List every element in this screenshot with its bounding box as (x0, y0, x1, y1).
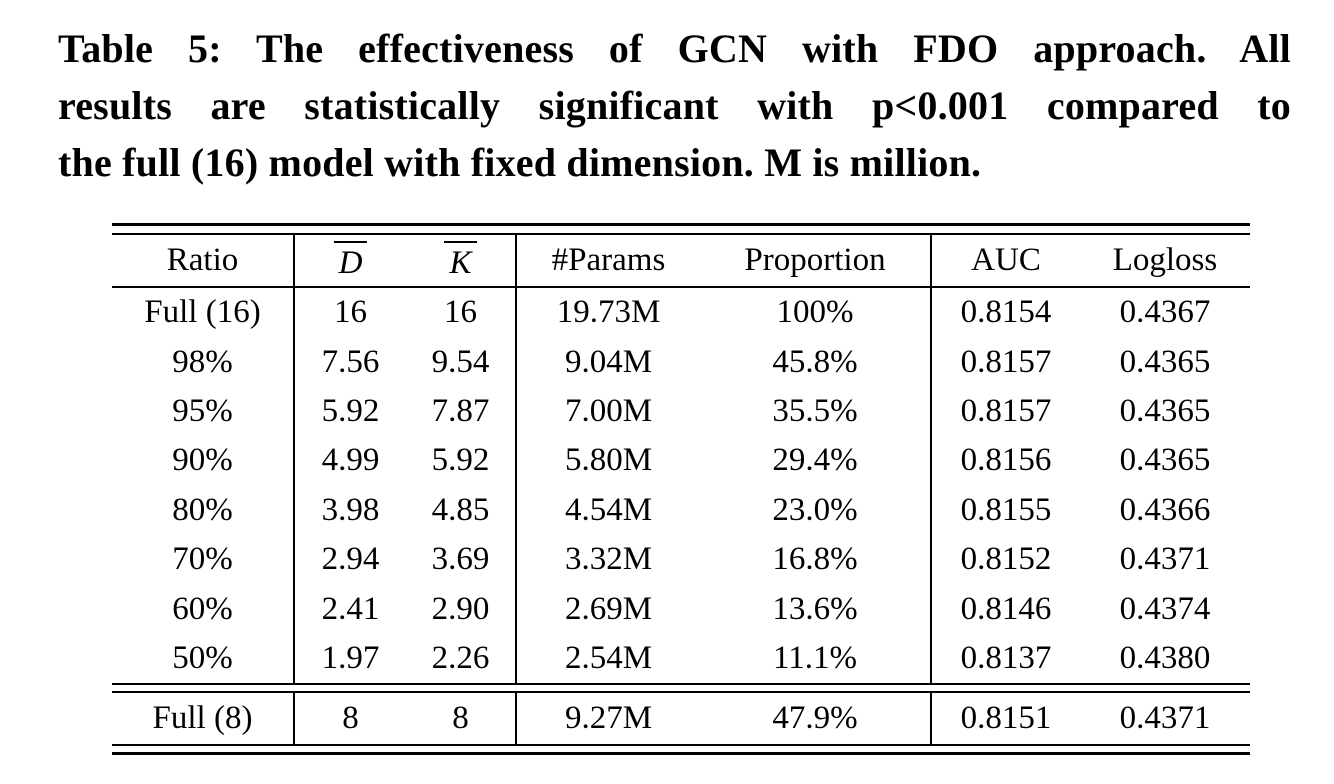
cell-auc: 0.8146 (960, 590, 1052, 627)
cell-auc: 0.8157 (960, 392, 1052, 429)
cell-params: 2.69M (564, 590, 653, 627)
cell-ratio: 80% (112, 485, 295, 535)
header-ratio: Ratio (112, 235, 295, 286)
cell-ratio: 90% (112, 436, 295, 486)
caption-line-1: Table 5: The effectiveness of GCN with F… (58, 26, 1291, 71)
cell-params: 4.54M (564, 491, 653, 528)
header-proportion: Proportion (700, 235, 932, 286)
cell-logloss: 0.4365 (1119, 392, 1211, 429)
math-overline-d_bar: D (333, 240, 368, 281)
header-d_bar: D (295, 235, 406, 286)
header-k_bar: K (406, 235, 517, 286)
cell-auc: 0.8152 (960, 541, 1052, 578)
results-table: Ratio D K #Params Proportion AUC Logloss Full … (112, 223, 1250, 756)
cell-logloss: 0.4367 (1119, 294, 1211, 331)
header-logloss: Logloss (1112, 242, 1218, 278)
cell-params: 19.73M (556, 294, 661, 331)
table-body: Full (16) 16 16 19.73M 100% 0.8154 0.4367 98% 7.… (112, 288, 1250, 686)
cell-logloss: 0.4365 (1119, 343, 1211, 380)
cell-d_bar: 2.41 (321, 590, 380, 627)
header-auc: AUC (971, 242, 1041, 278)
table-footer-row: Full (8) 8 8 9.27M 47.9% 0.8151 0.4371 (112, 693, 1250, 747)
cell-d_bar: 16 (334, 294, 367, 331)
cell-logloss: 0.4366 (1119, 491, 1211, 528)
cell-ratio: 50% (112, 633, 295, 684)
cell-logloss: 0.4371 (1119, 541, 1211, 578)
cell-proportion: 11.1% (700, 633, 932, 684)
cell-params: 5.80M (564, 442, 653, 479)
cell-k_bar: 7.87 (406, 386, 517, 437)
cell-params: 2.54M (564, 639, 653, 676)
cell-params: 9.27M (564, 700, 653, 737)
cell-d_bar: 4.99 (321, 442, 380, 479)
cell-d_bar: 1.97 (321, 639, 380, 676)
cell-logloss: 0.4371 (1119, 700, 1211, 737)
cell-d_bar: 2.94 (321, 541, 380, 578)
cell-params: 3.32M (564, 541, 653, 578)
cell-auc: 0.8156 (960, 442, 1052, 479)
cell-k_bar: 2.90 (406, 584, 517, 634)
cell-k_bar: 4.85 (406, 485, 517, 535)
cell-auc: 0.8155 (960, 491, 1052, 528)
cell-d_bar: 8 (342, 700, 359, 737)
cell-k_bar: 16 (406, 288, 517, 338)
cell-proportion: 13.6% (700, 584, 932, 634)
cell-proportion: 35.5% (700, 386, 932, 437)
cell-params: 7.00M (564, 392, 653, 429)
table-top-double-rule (112, 223, 1250, 235)
math-overline-k_bar: K (444, 240, 477, 281)
cell-auc: 0.8157 (960, 343, 1052, 380)
cell-proportion: 100% (700, 288, 932, 338)
cell-auc: 0.8154 (960, 294, 1052, 331)
cell-d_bar: 5.92 (321, 392, 380, 429)
cell-proportion: 23.0% (700, 485, 932, 535)
cell-k_bar: 8 (406, 693, 517, 745)
cell-ratio: 95% (112, 386, 295, 437)
cell-ratio: 60% (112, 584, 295, 634)
cell-ratio: Full (8) (112, 693, 295, 745)
cell-k_bar: 9.54 (406, 337, 517, 387)
cell-d_bar: 3.98 (321, 491, 380, 528)
cell-params: 9.04M (564, 343, 653, 380)
caption-line-3: the full (16) model with fixed dimension… (58, 140, 982, 185)
table-caption: Table 5: The effectiveness of GCN with F… (58, 20, 1291, 191)
header-params: #Params (551, 242, 666, 278)
cell-auc: 0.8151 (960, 700, 1052, 737)
cell-ratio: Full (16) (112, 288, 295, 338)
cell-k_bar: 3.69 (406, 534, 517, 585)
cell-logloss: 0.4374 (1119, 590, 1211, 627)
cell-proportion: 16.8% (700, 534, 932, 585)
cell-proportion: 29.4% (700, 436, 932, 486)
cell-k_bar: 2.26 (406, 633, 517, 684)
cell-proportion: 47.9% (700, 693, 932, 745)
cell-logloss: 0.4380 (1119, 639, 1211, 676)
table-header-row: Ratio D K #Params Proportion AUC Logloss (112, 235, 1250, 288)
cell-ratio: 70% (112, 534, 295, 585)
table-bottom-double-rule (112, 746, 1250, 756)
cell-logloss: 0.4365 (1119, 442, 1211, 479)
cell-proportion: 45.8% (700, 337, 932, 387)
cell-ratio: 98% (112, 337, 295, 387)
cell-d_bar: 7.56 (321, 343, 380, 380)
table-mid-double-rule (112, 685, 1250, 694)
caption-line-2: results are statistically significant wi… (58, 83, 1291, 128)
cell-k_bar: 5.92 (406, 436, 517, 486)
cell-auc: 0.8137 (960, 639, 1052, 676)
